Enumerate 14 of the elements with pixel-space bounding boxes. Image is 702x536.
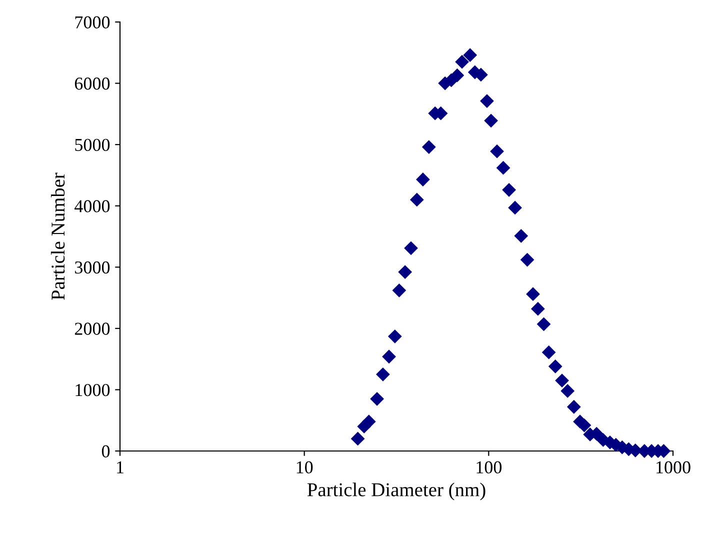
y-tick-label: 3000: [75, 261, 110, 274]
x-tick-label: 1000: [656, 461, 690, 474]
y-tick-label: 1000: [76, 384, 110, 396]
x-tick-label: 100: [476, 461, 502, 474]
x-axis-title: Particle Diameter (nm): [307, 482, 486, 500]
y-tick-label: 4000: [74, 200, 110, 212]
y-tick-label: 2000: [74, 322, 110, 335]
y-axis-title: Particle Number: [50, 172, 65, 300]
y-tick-label: 7000: [75, 16, 110, 28]
y-tick-label: 0: [102, 445, 110, 458]
y-tick-label: 5000: [75, 138, 110, 152]
y-tick-label: 6000: [74, 78, 110, 90]
x-tick-label: 1: [117, 461, 124, 474]
x-tick-label: 10: [296, 461, 313, 474]
